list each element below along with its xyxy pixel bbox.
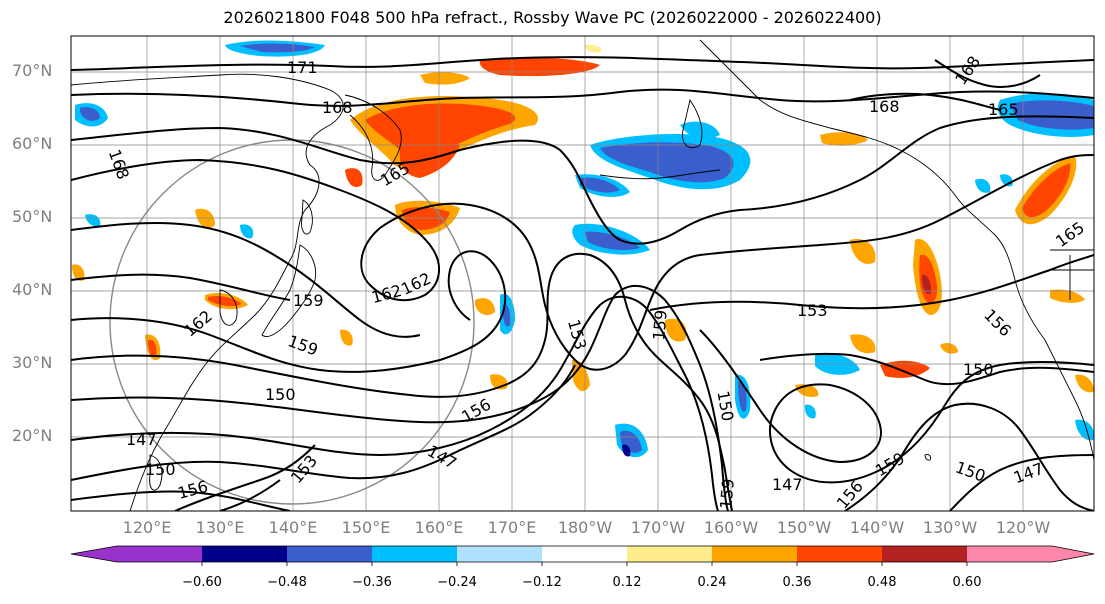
contour-label: 159	[716, 478, 738, 510]
coastlines	[71, 39, 1094, 511]
colorbar-extend-low	[71, 546, 117, 562]
lon-label: 140°W	[849, 518, 905, 537]
lon-label: 150°E	[341, 518, 391, 537]
lon-label: 180°W	[557, 518, 613, 537]
lon-label: 160°E	[414, 518, 464, 537]
contour-label: 159	[293, 291, 324, 310]
contour-label: 165	[988, 100, 1019, 119]
lat-label: 60°N	[12, 134, 53, 153]
colorbar-tick-label: 0.60	[952, 575, 982, 590]
lat-label: 50°N	[12, 207, 53, 226]
colorbar-tick-label: 0.36	[782, 575, 812, 590]
lon-label: 140°E	[268, 518, 318, 537]
lon-label: 130°E	[195, 518, 245, 537]
colorbar-tick-label: 0.24	[697, 575, 727, 590]
colorbar-tick-label: −0.12	[522, 575, 562, 590]
colorbar-tick-label: −0.60	[182, 575, 222, 590]
anomaly-shading	[72, 40, 1094, 458]
contour-label: 153	[797, 301, 828, 320]
map-title: 2026021800 F048 500 hPa refract., Rossby…	[223, 8, 882, 27]
contour-label: 168	[869, 97, 900, 116]
map-panel: 171 168 168 168 168 165 165 165 162 162 …	[71, 36, 1094, 511]
colorbar-tick-label: 0.48	[867, 575, 897, 590]
lon-label: 170°W	[630, 518, 686, 537]
contour-labels: 171 168 168 168 168 165 165 165 162 162 …	[105, 52, 1088, 511]
lat-label: 20°N	[12, 426, 53, 445]
colorbar-tick-label: −0.48	[267, 575, 307, 590]
lon-label: 120°W	[995, 518, 1051, 537]
lat-label: 70°N	[12, 61, 53, 80]
contour-label: 168	[322, 98, 353, 117]
colorbar	[70, 545, 1095, 566]
lon-label: 170°E	[487, 518, 537, 537]
contour-label: 150	[145, 460, 176, 479]
contour-label: 171	[287, 58, 318, 77]
contour-lines	[71, 56, 1094, 511]
contour-label: 150	[265, 385, 296, 404]
lat-label: 40°N	[12, 280, 53, 299]
lat-label: 30°N	[12, 353, 53, 372]
colorbar-tick-label: 0.12	[612, 575, 642, 590]
lon-label: 150°W	[776, 518, 832, 537]
map-frame	[70, 35, 1095, 512]
contour-label: 159	[649, 309, 671, 341]
colorbar-tick-label: −0.36	[352, 575, 392, 590]
lon-label: 120°E	[122, 518, 172, 537]
contour-label: 147	[772, 475, 803, 494]
colorbar-extend-high	[1052, 546, 1094, 562]
contour-label: 150	[963, 360, 994, 379]
colorbar-tick-label: −0.24	[437, 575, 477, 590]
lon-label: 130°W	[922, 518, 978, 537]
contour-label: 147	[126, 430, 157, 449]
lon-label: 160°W	[703, 518, 759, 537]
